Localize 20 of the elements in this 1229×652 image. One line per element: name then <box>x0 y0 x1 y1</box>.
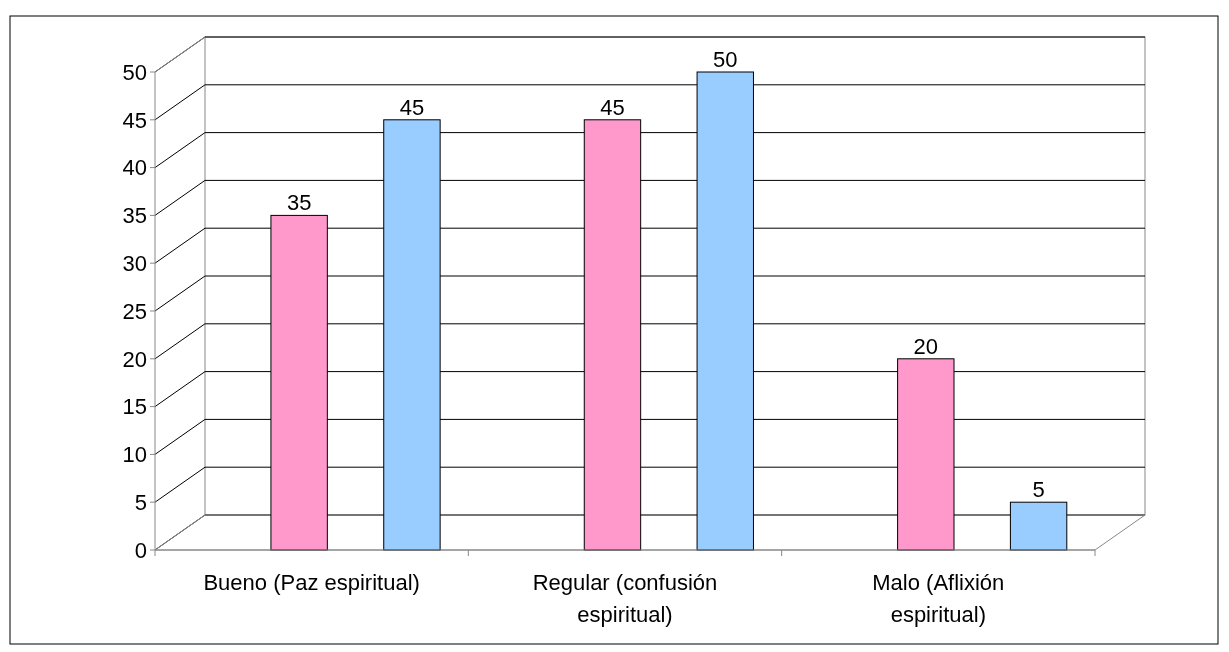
y-tick-label: 20 <box>122 346 147 372</box>
y-tick-label: 40 <box>122 155 147 181</box>
y-tick-label: 25 <box>122 298 147 324</box>
y-tick-label: 5 <box>134 489 147 515</box>
x-tick-label: Bueno (Paz espiritual) <box>203 570 420 595</box>
y-tick-label: 35 <box>122 203 147 229</box>
y-tick-label: 0 <box>134 537 147 563</box>
data-label: 45 <box>399 94 425 120</box>
data-label: 20 <box>913 333 939 359</box>
data-label: 50 <box>713 47 738 72</box>
x-tick-label: Regular (confusión espiritual) <box>532 570 718 627</box>
y-tick-label: 10 <box>122 442 147 468</box>
y-tick-label: 30 <box>122 250 147 276</box>
y-tick-label: 50 <box>122 59 147 85</box>
x-tick-label: Malo (Aflixión espiritual) <box>872 570 1005 627</box>
y-tick-label: 15 <box>122 394 147 420</box>
data-label: 45 <box>600 94 625 120</box>
y-tick-label: 45 <box>122 107 147 133</box>
data-label: 35 <box>286 190 312 216</box>
data-label: 5 <box>1032 477 1045 503</box>
